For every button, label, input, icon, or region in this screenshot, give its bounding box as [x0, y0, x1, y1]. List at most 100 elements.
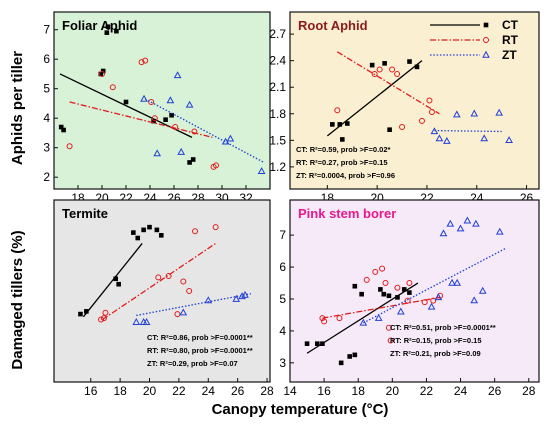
data-point-zt [226, 134, 235, 142]
data-point-ct [359, 291, 364, 297]
data-point-zt [495, 227, 504, 235]
stats-annotation: CT: R²=0.51, prob >F=0.0001** [390, 323, 496, 332]
data-point-rt [321, 318, 328, 325]
x-tick-label: 24 [202, 384, 216, 398]
data-point-ct [104, 30, 110, 35]
fit-line-zt [144, 98, 265, 164]
data-point-rt [151, 115, 158, 122]
panel-title: Root Aphid [298, 18, 368, 33]
data-point-ct [407, 59, 412, 64]
stats-annotation: ZT: R²=0.21, prob >F=0.09 [390, 349, 481, 358]
data-point-ct [369, 62, 375, 68]
legend-marker [483, 22, 489, 28]
data-point-ct [114, 28, 119, 34]
data-point-zt [232, 294, 241, 302]
data-point-ct [105, 24, 111, 30]
data-point-ct [381, 291, 387, 297]
data-point-zt [453, 278, 461, 286]
data-point-zt [257, 167, 266, 174]
fit-line-ct [306, 282, 419, 354]
data-point-rt [138, 59, 145, 66]
data-point-ct [330, 122, 335, 127]
x-tick-label: 18 [113, 384, 127, 398]
y-tick-label: 5 [43, 82, 50, 96]
data-point-zt [204, 296, 213, 304]
data-point-zt [470, 296, 479, 304]
y-tick-label: 5 [279, 292, 286, 306]
data-point-rt [372, 268, 379, 275]
stats-annotation: CT: R²=0.59, prob >F=0.02* [296, 145, 390, 154]
y-axis-label-damaged: Damaged tillers (%) [9, 230, 26, 369]
data-point-zt [456, 224, 465, 232]
data-point-rt [172, 124, 179, 131]
x-tick-label: 20 [386, 384, 400, 398]
x-tick-label: 28 [522, 384, 536, 398]
data-point-ct [386, 293, 392, 299]
data-point-rt [102, 309, 109, 316]
data-point-ct [314, 341, 320, 346]
data-point-zt [448, 278, 456, 286]
data-point-rt [334, 107, 341, 114]
stats-annotation: CT: R²=0.86, prob >F=0.0001** [147, 333, 253, 342]
data-point-rt [66, 143, 73, 150]
data-point-zt [439, 229, 448, 237]
x-tick-label: 26 [231, 384, 245, 398]
data-point-ct [347, 354, 352, 359]
data-point-rt [421, 299, 428, 306]
data-point-ct [84, 309, 89, 314]
legend-label-ct: CT [502, 18, 519, 32]
data-point-rt [426, 97, 433, 104]
y-tick-label: 6 [43, 52, 50, 66]
x-tick-label: 28 [260, 384, 274, 398]
data-point-rt [98, 316, 105, 323]
data-point-ct [344, 121, 350, 126]
data-point-zt [132, 318, 141, 325]
fit-line-rt [336, 51, 440, 115]
data-point-rt [319, 315, 326, 322]
panel-title: Pink stem borer [298, 206, 396, 221]
data-point-ct [352, 352, 358, 358]
y-tick-label: 2.7 [269, 27, 286, 41]
data-point-zt [173, 71, 182, 79]
y-tick-label: 1.2 [269, 160, 286, 174]
data-point-rt [142, 57, 149, 64]
data-point-zt [238, 292, 246, 300]
data-point-rt [180, 278, 187, 285]
data-point-rt [376, 66, 383, 73]
data-point-zt [443, 136, 451, 144]
data-point-rt [363, 276, 370, 283]
x-axis-label-canopy: Canopy temperature (°C) [212, 401, 389, 418]
data-point-ct [147, 224, 152, 230]
data-point-zt [241, 290, 249, 298]
y-tick-label: 7 [43, 23, 50, 37]
data-point-ct [337, 122, 343, 127]
data-point-zt [427, 302, 436, 310]
data-point-ct [187, 160, 192, 165]
data-point-ct [414, 64, 420, 70]
data-point-zt [452, 110, 461, 118]
data-point-rt [165, 273, 172, 280]
data-point-rt [109, 84, 116, 91]
x-tick-label: 20 [143, 384, 157, 398]
legend-marker [483, 37, 489, 43]
data-point-ct [135, 235, 141, 241]
data-point-rt [186, 288, 193, 294]
data-point-zt [472, 219, 480, 227]
data-point-ct [141, 227, 146, 233]
data-point-rt [336, 315, 343, 322]
data-point-rt [399, 124, 406, 131]
fit-line-ct [59, 73, 193, 138]
data-point-zt [495, 108, 504, 116]
fit-line-zt [363, 247, 507, 324]
data-point-ct [320, 341, 325, 346]
data-point-rt [387, 337, 394, 344]
stats-annotation: RT: R²=0.80, prob >F=0.0001** [147, 346, 253, 355]
data-point-rt [418, 117, 425, 124]
legend-label-zt: ZT [502, 48, 517, 62]
data-point-zt [480, 134, 489, 142]
data-point-ct [98, 71, 104, 77]
data-point-zt [446, 219, 455, 227]
fit-line-ct [326, 60, 423, 137]
stats-annotation: RT: R²=0.15, prob >F=0.15 [390, 336, 482, 345]
